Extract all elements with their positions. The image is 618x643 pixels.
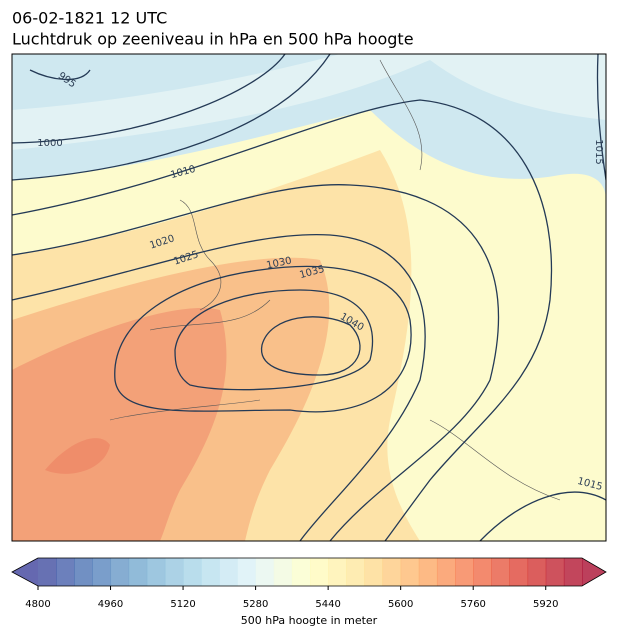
colorbar-label: 500 hPa hoogte in meter	[241, 614, 378, 627]
colorbar-band	[310, 558, 329, 586]
colorbar: 4800 4960 5120 5280 5440 5600 5760 5920	[11, 557, 607, 610]
colorbar-band	[527, 558, 547, 586]
colorbar-band	[273, 558, 293, 586]
subtitle: Luchtdruk op zeeniveau in hPa en 500 hPa…	[12, 30, 414, 49]
colorbar-band	[418, 558, 438, 586]
colorbar-tick-label: 4960	[98, 599, 123, 610]
contour-label: 1030	[266, 255, 293, 271]
colorbar-extend	[12, 558, 38, 586]
colorbar-band	[291, 558, 311, 586]
colorbar-tick-label: 5600	[388, 599, 413, 610]
colorbar-tick-label: 5440	[315, 599, 340, 610]
colorbar-band	[146, 558, 166, 586]
colorbar-band	[255, 558, 275, 586]
title: 06-02-1821 12 UTC	[12, 9, 167, 28]
colorbar-extend	[582, 558, 606, 586]
contour-label: 1000	[37, 138, 62, 149]
colorbar-band	[563, 558, 583, 586]
colorbar-band	[38, 558, 57, 586]
colorbar-band	[128, 558, 148, 586]
colorbar-band	[92, 558, 112, 586]
colorbar-band	[219, 558, 238, 586]
colorbar-band	[364, 558, 384, 586]
colorbar-band	[382, 558, 402, 586]
colorbar-band	[201, 558, 220, 586]
colorbar-band	[56, 558, 75, 586]
colorbar-band	[328, 558, 347, 586]
contour-label: 1015	[593, 139, 604, 164]
colorbar-band	[473, 558, 492, 586]
colorbar-tick-label: 4800	[25, 599, 50, 610]
colorbar-band	[346, 558, 365, 586]
map-frame	[11, 53, 607, 542]
colorbar-band	[400, 558, 420, 586]
map	[12, 54, 606, 541]
colorbar-band	[110, 558, 130, 586]
colorbar-tick-label: 5280	[243, 599, 268, 610]
colorbar-band	[436, 558, 456, 586]
colorbar-band	[455, 558, 474, 586]
colorbar-tick-label: 5920	[533, 599, 558, 610]
colorbar-band	[545, 558, 565, 586]
colorbar-band	[237, 558, 257, 586]
colorbar-frame	[11, 557, 607, 587]
colorbar-band	[183, 558, 202, 586]
colorbar-band	[491, 558, 510, 586]
colorbar-tick-label: 5760	[460, 599, 485, 610]
colorbar-tick-label: 5120	[170, 599, 195, 610]
colorbar-band	[509, 558, 529, 586]
colorbar-band	[74, 558, 93, 586]
colorbar-band	[164, 558, 184, 586]
